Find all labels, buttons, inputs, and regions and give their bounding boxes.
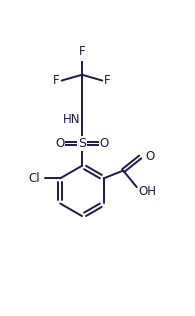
- Text: Cl: Cl: [28, 172, 40, 185]
- Text: HN: HN: [63, 113, 80, 126]
- Text: O: O: [145, 149, 154, 162]
- Text: OH: OH: [139, 185, 157, 198]
- Text: O: O: [100, 137, 109, 150]
- Text: F: F: [79, 46, 85, 58]
- Text: O: O: [55, 137, 64, 150]
- Text: F: F: [53, 74, 60, 87]
- Text: S: S: [78, 137, 86, 150]
- Text: F: F: [104, 74, 111, 87]
